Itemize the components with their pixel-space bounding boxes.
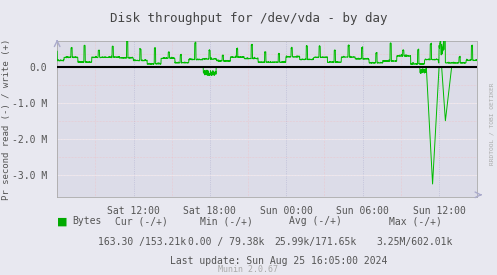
Text: Disk throughput for /dev/vda - by day: Disk throughput for /dev/vda - by day [110,12,387,25]
Y-axis label: Pr second read (-) / write (+): Pr second read (-) / write (+) [2,38,11,200]
Text: 3.25M/602.01k: 3.25M/602.01k [377,237,453,247]
Text: 163.30 /153.21k: 163.30 /153.21k [97,237,186,247]
Text: 0.00 / 79.38k: 0.00 / 79.38k [188,237,264,247]
Text: 25.99k/171.65k: 25.99k/171.65k [274,237,357,247]
Text: Min (-/+): Min (-/+) [200,216,252,226]
Text: Last update: Sun Aug 25 16:05:00 2024: Last update: Sun Aug 25 16:05:00 2024 [169,256,387,266]
Text: RRDTOOL / TOBI OETIKER: RRDTOOL / TOBI OETIKER [490,82,495,165]
Text: Avg (-/+): Avg (-/+) [289,216,342,226]
Text: Max (-/+): Max (-/+) [389,216,441,226]
Text: Munin 2.0.67: Munin 2.0.67 [219,265,278,274]
Text: ■: ■ [57,216,68,226]
Text: Cur (-/+): Cur (-/+) [115,216,168,226]
Text: Bytes: Bytes [72,216,101,226]
